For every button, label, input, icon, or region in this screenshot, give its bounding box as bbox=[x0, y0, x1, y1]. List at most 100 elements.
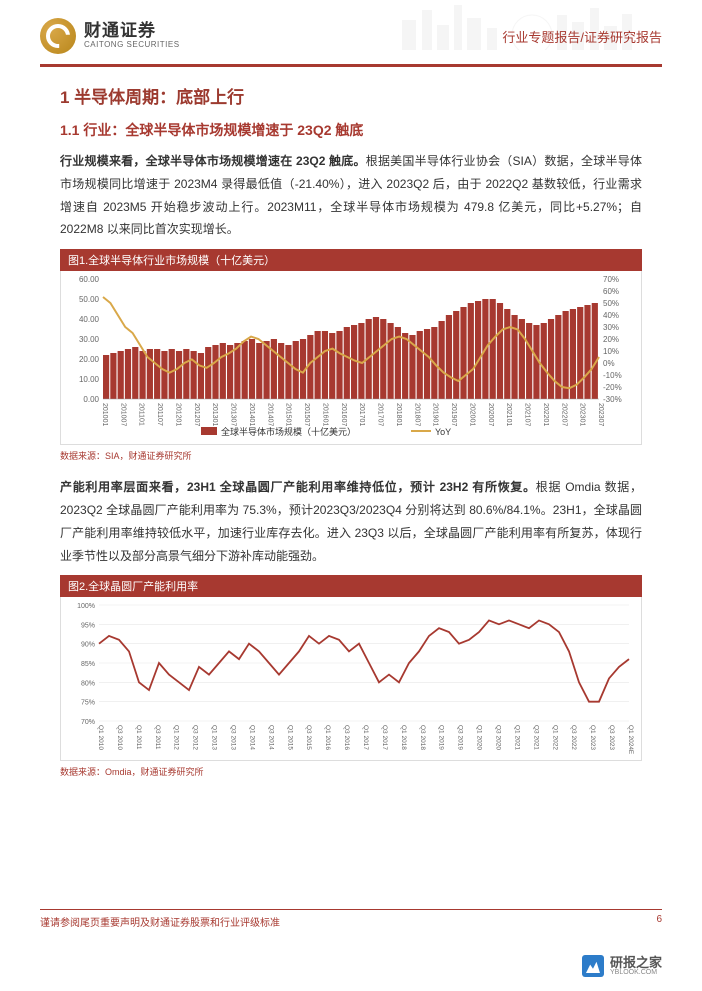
paragraph-1: 行业规模来看，全球半导体市场规模增速在 23Q2 触底。根据美国半导体行业协会（… bbox=[60, 150, 642, 241]
svg-text:201101: 201101 bbox=[138, 403, 145, 426]
svg-text:90%: 90% bbox=[81, 642, 95, 649]
watermark-icon bbox=[582, 955, 604, 977]
svg-text:202107: 202107 bbox=[524, 403, 531, 426]
svg-text:201601: 201601 bbox=[321, 403, 328, 426]
svg-text:0%: 0% bbox=[603, 359, 615, 368]
svg-text:201907: 201907 bbox=[450, 403, 457, 426]
svg-text:全球半导体市场规模（十亿美元）: 全球半导体市场规模（十亿美元） bbox=[221, 426, 356, 437]
svg-text:60%: 60% bbox=[603, 287, 619, 296]
svg-text:Q1 2015: Q1 2015 bbox=[286, 725, 293, 750]
para2-bold: 产能利用率层面来看，23H1 全球晶圆厂产能利用率维持低位，预计 23H2 有所… bbox=[60, 480, 536, 494]
svg-text:201301: 201301 bbox=[211, 403, 218, 426]
svg-text:40.00: 40.00 bbox=[79, 315, 100, 324]
paragraph-2: 产能利用率层面来看，23H1 全球晶圆厂产能利用率维持低位，预计 23H2 有所… bbox=[60, 476, 642, 567]
svg-text:202301: 202301 bbox=[579, 403, 586, 426]
svg-text:201807: 201807 bbox=[413, 403, 420, 426]
svg-text:Q1 2021: Q1 2021 bbox=[513, 725, 520, 750]
svg-text:Q1 2022: Q1 2022 bbox=[551, 725, 558, 750]
svg-text:202307: 202307 bbox=[597, 403, 604, 426]
svg-text:80%: 80% bbox=[81, 681, 95, 688]
svg-text:Q3 2014: Q3 2014 bbox=[267, 725, 274, 750]
svg-text:Q1 2016: Q1 2016 bbox=[324, 725, 331, 750]
svg-text:202001: 202001 bbox=[468, 403, 475, 426]
svg-text:95%: 95% bbox=[81, 623, 95, 630]
svg-text:Q1 2014: Q1 2014 bbox=[248, 725, 255, 750]
logo-text-cn: 财通证券 bbox=[84, 22, 180, 41]
svg-text:Q3 2022: Q3 2022 bbox=[570, 725, 577, 750]
svg-text:201107: 201107 bbox=[156, 403, 163, 426]
svg-text:Q1 2018: Q1 2018 bbox=[400, 725, 407, 750]
para1-bold: 行业规模来看，全球半导体市场规模增速在 23Q2 触底。 bbox=[60, 154, 366, 168]
page-number: 6 bbox=[656, 914, 662, 929]
svg-text:60.00: 60.00 bbox=[79, 275, 100, 284]
company-logo: 财通证券 CAITONG SECURITIES bbox=[40, 18, 180, 54]
svg-text:Q3 2010: Q3 2010 bbox=[116, 725, 123, 750]
svg-text:Q3 2018: Q3 2018 bbox=[419, 725, 426, 750]
svg-text:201201: 201201 bbox=[174, 403, 181, 426]
svg-text:20.00: 20.00 bbox=[79, 355, 100, 364]
svg-text:75%: 75% bbox=[81, 700, 95, 707]
svg-text:Q3 2016: Q3 2016 bbox=[343, 725, 350, 750]
svg-text:202101: 202101 bbox=[505, 403, 512, 426]
svg-text:YoY: YoY bbox=[435, 427, 451, 437]
svg-text:50%: 50% bbox=[603, 299, 619, 308]
svg-text:201501: 201501 bbox=[285, 403, 292, 426]
svg-text:201307: 201307 bbox=[230, 403, 237, 426]
svg-text:Q3 2017: Q3 2017 bbox=[381, 725, 388, 750]
svg-text:201007: 201007 bbox=[119, 403, 126, 426]
svg-text:Q1 2013: Q1 2013 bbox=[211, 725, 218, 750]
svg-text:202007: 202007 bbox=[487, 403, 494, 426]
watermark-en: YBLOOK.COM bbox=[610, 969, 662, 976]
svg-text:Q3 2013: Q3 2013 bbox=[230, 725, 237, 750]
svg-text:40%: 40% bbox=[603, 311, 619, 320]
watermark-cn: 研报之家 bbox=[610, 956, 662, 969]
svg-text:Q1 2020: Q1 2020 bbox=[476, 725, 483, 750]
heading-1-1: 1.1 行业：全球半导体市场规模增速于 23Q2 触底 bbox=[60, 120, 642, 140]
svg-text:Q1 2024E: Q1 2024E bbox=[627, 725, 634, 755]
svg-text:Q1 2012: Q1 2012 bbox=[173, 725, 180, 750]
chart2-area: 70%75%80%85%90%95%100%Q1 2010Q3 2010Q1 2… bbox=[60, 597, 642, 761]
footer-disclaimer: 谨请参阅尾页重要声明及财通证券股票和行业评级标准 bbox=[40, 914, 280, 929]
chart2-source: 数据来源：Omdia，财通证券研究所 bbox=[60, 765, 642, 778]
svg-text:202201: 202201 bbox=[542, 403, 549, 426]
chart1-area: 0.0010.0020.0030.0040.0050.0060.00-30%-2… bbox=[60, 271, 642, 445]
svg-text:Q3 2011: Q3 2011 bbox=[154, 725, 161, 750]
watermark: 研报之家 YBLOOK.COM bbox=[582, 955, 662, 977]
svg-text:201707: 201707 bbox=[377, 403, 384, 426]
svg-text:202207: 202207 bbox=[560, 403, 567, 426]
svg-text:Q3 2015: Q3 2015 bbox=[305, 725, 312, 750]
svg-text:201701: 201701 bbox=[358, 403, 365, 426]
svg-text:30%: 30% bbox=[603, 323, 619, 332]
svg-text:Q1 2010: Q1 2010 bbox=[97, 725, 104, 750]
svg-text:100%: 100% bbox=[77, 603, 95, 610]
svg-text:70%: 70% bbox=[603, 275, 619, 284]
svg-text:201207: 201207 bbox=[193, 403, 200, 426]
svg-text:-10%: -10% bbox=[603, 371, 622, 380]
svg-text:201607: 201607 bbox=[340, 403, 347, 426]
svg-text:30.00: 30.00 bbox=[79, 335, 100, 344]
svg-text:Q3 2021: Q3 2021 bbox=[532, 725, 539, 750]
chart1-title: 图1.全球半导体行业市场规模（十亿美元） bbox=[60, 249, 642, 271]
svg-text:85%: 85% bbox=[81, 661, 95, 668]
svg-text:10%: 10% bbox=[603, 347, 619, 356]
svg-text:201507: 201507 bbox=[303, 403, 310, 426]
svg-text:50.00: 50.00 bbox=[79, 295, 100, 304]
svg-text:10.00: 10.00 bbox=[79, 375, 100, 384]
page-header: 财通证券 CAITONG SECURITIES 行业专题报告/证券研究报告 bbox=[0, 0, 702, 62]
svg-text:-30%: -30% bbox=[603, 395, 622, 404]
svg-text:Q3 2012: Q3 2012 bbox=[192, 725, 199, 750]
page-footer: 谨请参阅尾页重要声明及财通证券股票和行业评级标准 6 bbox=[40, 909, 662, 929]
chart1-source: 数据来源：SIA，财通证券研究所 bbox=[60, 449, 642, 462]
svg-text:201001: 201001 bbox=[101, 403, 108, 426]
document-type: 行业专题报告/证券研究报告 bbox=[502, 27, 662, 46]
svg-text:201901: 201901 bbox=[432, 403, 439, 426]
svg-text:Q1 2023: Q1 2023 bbox=[589, 725, 596, 750]
svg-text:Q1 2017: Q1 2017 bbox=[362, 725, 369, 750]
svg-text:Q3 2020: Q3 2020 bbox=[495, 725, 502, 750]
svg-text:-20%: -20% bbox=[603, 383, 622, 392]
svg-text:201401: 201401 bbox=[248, 403, 255, 426]
heading-1: 1 半导体周期：底部上行 bbox=[60, 83, 642, 108]
svg-text:201407: 201407 bbox=[266, 403, 273, 426]
svg-text:Q3 2019: Q3 2019 bbox=[457, 725, 464, 750]
svg-text:Q3 2023: Q3 2023 bbox=[608, 725, 615, 750]
